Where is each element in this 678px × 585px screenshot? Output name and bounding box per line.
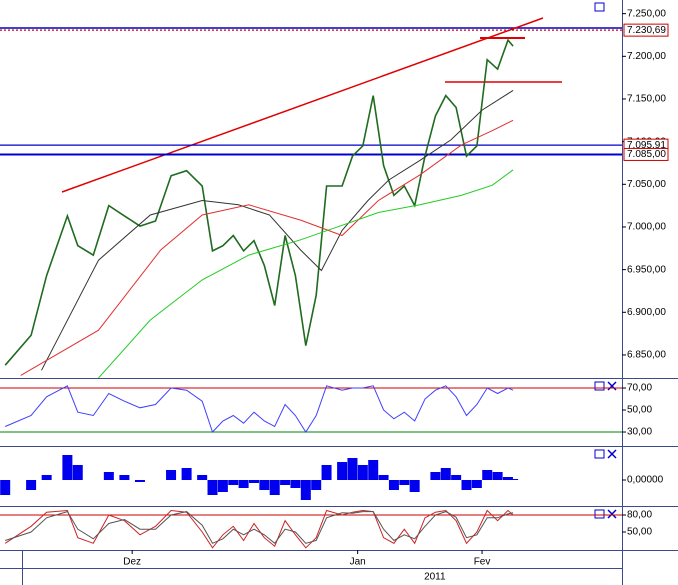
panel xyxy=(0,385,622,433)
histogram-bar xyxy=(368,460,379,480)
panel xyxy=(0,455,519,500)
maximize-icon[interactable] xyxy=(594,381,605,391)
histogram-bar xyxy=(0,480,11,495)
x-tick-label: Fev xyxy=(474,557,491,568)
histogram-bar xyxy=(492,472,503,480)
histogram-bar xyxy=(197,475,208,480)
histogram-bar xyxy=(461,480,472,490)
y-tick-label: 7.050,00 xyxy=(627,179,666,190)
histogram-bar xyxy=(259,480,270,490)
series-line xyxy=(5,385,514,433)
histogram-bar xyxy=(228,480,239,485)
histogram-bar xyxy=(311,480,322,490)
y-tick-label: 30,00 xyxy=(627,427,652,438)
close-icon[interactable] xyxy=(607,449,617,459)
histogram-bar xyxy=(471,480,482,488)
histogram-bar xyxy=(248,480,259,483)
series-line xyxy=(4,38,514,366)
histogram-bar xyxy=(409,480,420,492)
histogram-bar xyxy=(347,458,358,480)
series-line xyxy=(98,169,514,378)
histogram-bar xyxy=(399,480,410,485)
histogram-bar xyxy=(321,465,332,480)
price-label: 7.085,00 xyxy=(627,149,666,160)
y-tick-label: 6.900,00 xyxy=(627,307,666,318)
price-label: 7.230,69 xyxy=(627,25,666,36)
price-label-box xyxy=(623,23,669,37)
y-tick-label: 80,00 xyxy=(627,510,652,521)
trend-line xyxy=(61,17,544,193)
histogram-bar xyxy=(482,470,493,480)
histogram-bar xyxy=(357,465,368,480)
histogram-bar xyxy=(502,477,513,480)
maximize-icon[interactable] xyxy=(594,509,605,519)
y-tick-label: 70,00 xyxy=(627,383,652,394)
histogram-bar xyxy=(181,468,192,480)
histogram-bar xyxy=(103,472,114,480)
y-tick-label: 6.850,00 xyxy=(627,350,666,361)
series-line xyxy=(4,509,514,549)
histogram-bar xyxy=(290,480,301,488)
close-icon[interactable] xyxy=(607,509,617,519)
y-tick-label: 7.150,00 xyxy=(627,94,666,105)
histogram-bar xyxy=(26,480,37,490)
histogram-bar xyxy=(337,462,348,480)
histogram-bar xyxy=(238,480,249,488)
histogram-bar xyxy=(300,480,311,500)
x-tick-label: Jan xyxy=(350,557,366,568)
histogram-bar xyxy=(430,472,441,480)
y-tick-label: 7.250,00 xyxy=(627,8,666,19)
panel xyxy=(0,29,622,378)
series-line xyxy=(5,511,514,545)
maximize-icon[interactable] xyxy=(594,449,605,459)
price-label: 7.095,91 xyxy=(627,140,666,151)
histogram-bar xyxy=(280,480,291,485)
series-line xyxy=(20,119,514,376)
histogram-bar xyxy=(388,480,399,490)
histogram-bar xyxy=(119,475,130,480)
series-line xyxy=(41,89,514,371)
y-tick-label: 50,00 xyxy=(627,527,652,538)
year-label: 2011 xyxy=(424,572,446,583)
price-label-box xyxy=(623,147,669,161)
x-tick-label: Dez xyxy=(123,557,141,568)
histogram-bar xyxy=(217,480,228,492)
histogram-bar xyxy=(41,475,52,480)
panel-icon[interactable] xyxy=(594,2,605,12)
histogram-bar xyxy=(440,468,451,480)
histogram-bar xyxy=(378,475,389,480)
histogram-bar xyxy=(62,455,73,480)
y-tick-label: 7.000,00 xyxy=(627,222,666,233)
histogram-bar xyxy=(451,475,462,480)
histogram-bar xyxy=(134,480,145,482)
y-tick-label: 50,00 xyxy=(627,405,652,416)
histogram-bar xyxy=(269,480,280,495)
y-tick-label: 7.200,00 xyxy=(627,51,666,62)
panel xyxy=(0,509,622,549)
panel-icons xyxy=(594,381,617,519)
histogram-bar xyxy=(508,479,519,480)
y-tick-label: 0,00000 xyxy=(627,475,664,486)
histogram-bar xyxy=(166,470,177,480)
close-icon[interactable] xyxy=(607,381,617,391)
histogram-bar xyxy=(72,465,83,480)
histogram-bar xyxy=(207,480,218,495)
y-tick-label: 6.950,00 xyxy=(627,264,666,275)
